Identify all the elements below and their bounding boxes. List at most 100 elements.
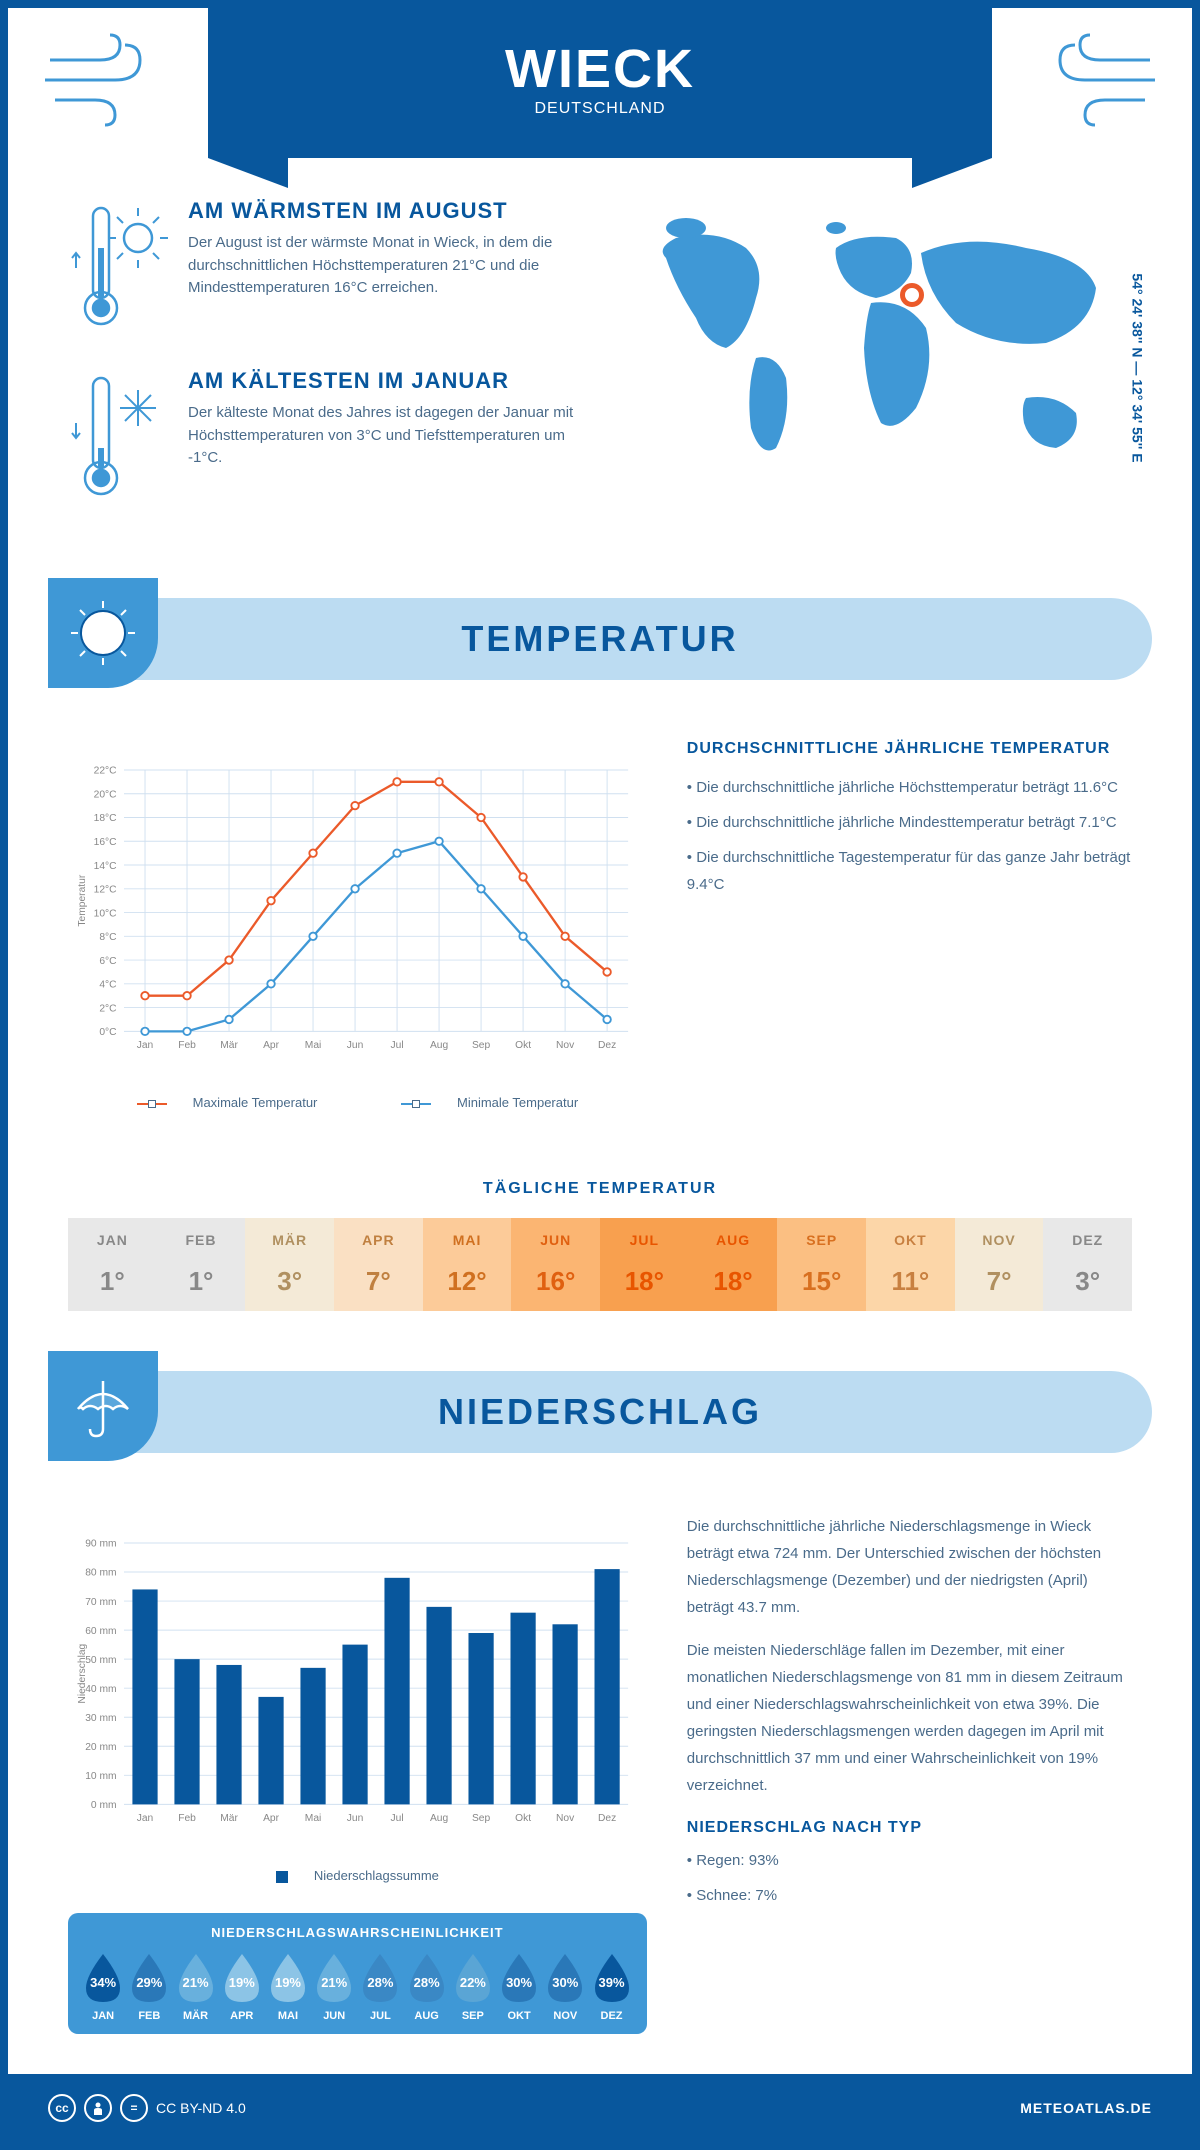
annual-temp-title: DURCHSCHNITTLICHE JÄHRLICHE TEMPERATUR: [687, 740, 1132, 758]
svg-text:4°C: 4°C: [99, 980, 117, 991]
svg-text:Aug: Aug: [430, 1040, 449, 1051]
precip-text-2: Die meisten Niederschläge fallen im Deze…: [687, 1637, 1132, 1799]
wind-icon: [40, 30, 160, 130]
probability-drop: 28%AUG: [406, 1952, 448, 2022]
probability-drop: 19%MAI: [267, 1952, 309, 2022]
probability-title: NIEDERSCHLAGSWAHRSCHEINLICHKEIT: [80, 1925, 635, 1940]
cc-icon: cc: [48, 2094, 76, 2122]
svg-text:Feb: Feb: [178, 1040, 196, 1051]
page-footer: cc = CC BY-ND 4.0 METEOATLAS.DE: [8, 2074, 1192, 2142]
temp-cell: FEB1°: [157, 1218, 246, 1311]
svg-text:16°C: 16°C: [94, 837, 118, 848]
svg-text:18°C: 18°C: [94, 813, 118, 824]
svg-text:40 mm: 40 mm: [85, 1684, 116, 1695]
temp-bullet: • Die durchschnittliche jährliche Mindes…: [687, 809, 1132, 836]
temp-cell: JUL18°: [600, 1218, 689, 1311]
svg-text:Nov: Nov: [556, 1813, 575, 1824]
precip-type-item: • Schnee: 7%: [687, 1882, 1132, 1909]
svg-text:Temperatur: Temperatur: [77, 874, 88, 926]
sun-icon: [68, 598, 138, 668]
probability-drop: 19%APR: [221, 1952, 263, 2022]
probability-drop: 21%JUN: [313, 1952, 355, 2022]
temp-cell: JUN16°: [511, 1218, 600, 1311]
probability-drop: 30%NOV: [544, 1952, 586, 2022]
svg-text:Okt: Okt: [515, 1040, 531, 1051]
svg-text:20 mm: 20 mm: [85, 1742, 116, 1753]
temp-bullet: • Die durchschnittliche jährliche Höchst…: [687, 774, 1132, 801]
probability-drop: 21%MÄR: [175, 1952, 217, 2022]
svg-text:Dez: Dez: [598, 1813, 616, 1824]
svg-text:10 mm: 10 mm: [85, 1771, 116, 1782]
precip-text-1: Die durchschnittliche jährliche Niedersc…: [687, 1513, 1132, 1621]
legend-min-label: Minimale Temperatur: [457, 1095, 578, 1110]
warmest-text: Der August ist der wärmste Monat in Wiec…: [188, 232, 580, 300]
svg-text:90 mm: 90 mm: [85, 1539, 116, 1550]
svg-text:14°C: 14°C: [94, 861, 118, 872]
svg-text:Apr: Apr: [263, 1040, 280, 1051]
probability-drop: 39%DEZ: [591, 1952, 633, 2022]
temp-cell: MÄR3°: [245, 1218, 334, 1311]
location-marker-icon: [900, 283, 924, 307]
svg-text:Jun: Jun: [347, 1813, 364, 1824]
precip-type-item: • Regen: 93%: [687, 1847, 1132, 1874]
page-header: WIECK DEUTSCHLAND: [208, 8, 992, 158]
svg-text:Mär: Mär: [220, 1040, 238, 1051]
coordinates: 54° 24' 38'' N — 12° 34' 55'' E: [1129, 273, 1145, 462]
svg-text:30 mm: 30 mm: [85, 1713, 116, 1724]
temperature-heading: TEMPERATUR: [48, 618, 1152, 660]
svg-text:0°C: 0°C: [99, 1027, 117, 1038]
coldest-title: AM KÄLTESTEN IM JANUAR: [188, 368, 580, 394]
site-name: METEOATLAS.DE: [1020, 2100, 1152, 2116]
temp-cell: MAI12°: [423, 1218, 512, 1311]
probability-drop: 29%FEB: [128, 1952, 170, 2022]
svg-text:Jul: Jul: [391, 1040, 404, 1051]
svg-text:Aug: Aug: [430, 1813, 449, 1824]
thermometer-hot-icon: [68, 198, 168, 338]
svg-text:Niederschlag: Niederschlag: [77, 1643, 88, 1703]
bar-legend: Niederschlagssumme: [68, 1858, 647, 1893]
temp-cell: SEP15°: [777, 1218, 866, 1311]
by-icon: [84, 2094, 112, 2122]
svg-text:Nov: Nov: [556, 1040, 575, 1051]
svg-text:12°C: 12°C: [94, 885, 118, 896]
probability-drop: 34%JAN: [82, 1952, 124, 2022]
coldest-fact: AM KÄLTESTEN IM JANUAR Der kälteste Mona…: [68, 368, 580, 508]
temp-cell: OKT11°: [866, 1218, 955, 1311]
svg-text:Jul: Jul: [391, 1813, 404, 1824]
temp-bullet: • Die durchschnittliche Tagestemperatur …: [687, 844, 1132, 898]
svg-text:2°C: 2°C: [99, 1003, 117, 1014]
svg-text:6°C: 6°C: [99, 956, 117, 967]
temperature-line-chart: 0°C2°C4°C6°C8°C10°C12°C14°C16°C18°C20°C2…: [68, 740, 647, 1080]
svg-text:8°C: 8°C: [99, 932, 117, 943]
probability-drop: 22%SEP: [452, 1952, 494, 2022]
chart-legend: Maximale Temperatur Minimale Temperatur: [68, 1085, 647, 1120]
bar-legend-label: Niederschlagssumme: [314, 1868, 439, 1883]
license-text: CC BY-ND 4.0: [156, 2100, 246, 2116]
svg-text:Mai: Mai: [305, 1040, 322, 1051]
svg-text:70 mm: 70 mm: [85, 1597, 116, 1608]
svg-text:20°C: 20°C: [94, 789, 118, 800]
location-title: WIECK: [208, 38, 992, 100]
svg-text:Jun: Jun: [347, 1040, 364, 1051]
probability-box: NIEDERSCHLAGSWAHRSCHEINLICHKEIT 34%JAN29…: [68, 1913, 647, 2034]
temp-cell: NOV7°: [955, 1218, 1044, 1311]
svg-text:Jan: Jan: [137, 1813, 154, 1824]
svg-text:10°C: 10°C: [94, 908, 118, 919]
nd-icon: =: [120, 2094, 148, 2122]
temp-cell: JAN1°: [68, 1218, 157, 1311]
probability-drop: 28%JUL: [359, 1952, 401, 2022]
svg-text:Sep: Sep: [472, 1040, 491, 1051]
svg-text:Feb: Feb: [178, 1813, 196, 1824]
precip-type-title: NIEDERSCHLAG NACH TYP: [687, 1819, 1132, 1837]
svg-text:60 mm: 60 mm: [85, 1626, 116, 1637]
precipitation-heading: NIEDERSCHLAG: [48, 1391, 1152, 1433]
legend-max-label: Maximale Temperatur: [193, 1095, 318, 1110]
svg-text:80 mm: 80 mm: [85, 1568, 116, 1579]
temperature-section-header: TEMPERATUR: [48, 598, 1152, 680]
wind-icon: [1040, 30, 1160, 130]
warmest-fact: AM WÄRMSTEN IM AUGUST Der August ist der…: [68, 198, 580, 338]
daily-temp-title: TÄGLICHE TEMPERATUR: [68, 1180, 1132, 1198]
temp-cell: AUG18°: [689, 1218, 778, 1311]
thermometer-cold-icon: [68, 368, 168, 508]
location-country: DEUTSCHLAND: [208, 100, 992, 118]
